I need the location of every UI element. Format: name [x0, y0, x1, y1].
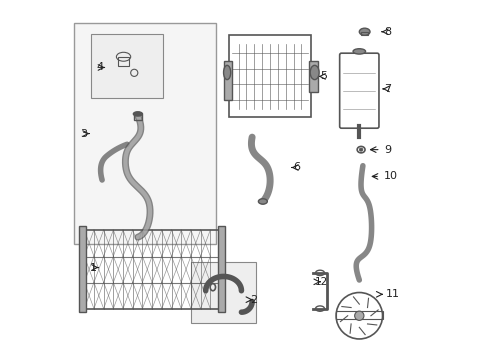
Ellipse shape [133, 112, 142, 116]
Circle shape [355, 311, 364, 320]
Bar [79, 226, 86, 312]
Text: 4: 4 [97, 63, 104, 72]
Text: 2: 2 [250, 295, 257, 305]
Ellipse shape [359, 28, 370, 35]
Text: 12: 12 [315, 277, 328, 287]
Text: 11: 11 [386, 289, 400, 299]
Bar [361, 32, 368, 35]
Text: 9: 9 [384, 145, 392, 155]
Bar [134, 113, 142, 120]
Bar [336, 311, 383, 319]
FancyBboxPatch shape [192, 262, 256, 323]
Text: 5: 5 [320, 71, 327, 81]
Text: 10: 10 [384, 171, 398, 181]
FancyBboxPatch shape [92, 33, 163, 98]
Ellipse shape [223, 65, 231, 80]
Text: 7: 7 [384, 84, 392, 94]
Bar [118, 57, 129, 66]
Text: 6: 6 [293, 162, 300, 172]
Ellipse shape [258, 199, 268, 204]
Text: 3: 3 [81, 129, 88, 139]
Ellipse shape [359, 148, 363, 151]
Bar [84, 230, 220, 309]
Text: 8: 8 [384, 27, 392, 37]
Text: 1: 1 [90, 262, 97, 273]
Ellipse shape [310, 65, 319, 80]
FancyBboxPatch shape [74, 23, 217, 244]
Bar [309, 61, 318, 92]
Bar [223, 61, 232, 100]
Ellipse shape [353, 49, 366, 54]
Bar [218, 226, 225, 312]
